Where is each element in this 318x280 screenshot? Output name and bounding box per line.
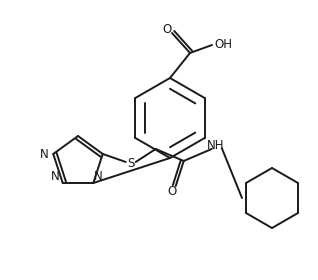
Text: O: O xyxy=(162,22,172,36)
Text: N: N xyxy=(94,169,103,183)
Text: N: N xyxy=(51,169,60,183)
Text: S: S xyxy=(127,157,135,171)
Text: NH: NH xyxy=(207,139,225,153)
Text: N: N xyxy=(40,148,49,162)
Text: O: O xyxy=(167,185,176,199)
Text: OH: OH xyxy=(214,38,232,50)
